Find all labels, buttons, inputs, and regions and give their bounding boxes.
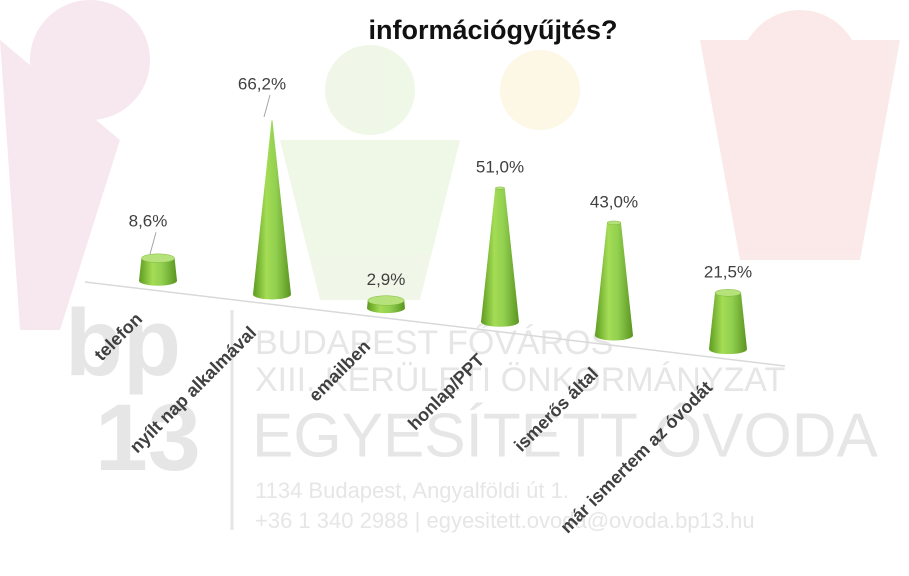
- cone-body: [709, 292, 747, 355]
- value-label: 2,9%: [367, 270, 406, 289]
- value-label: 21,5%: [704, 262, 752, 281]
- cone-top: [367, 295, 405, 306]
- watermark-text: +36 1 340 2988 | egyesitett.ovoda@ovoda.…: [255, 508, 755, 533]
- watermark: bp 13 BUDAPEST FŐVÁROS XIII. KERÜLETI ÖN…: [65, 290, 879, 533]
- chart-title: információgyűjtés?: [368, 15, 617, 45]
- watermark-text: BUDAPEST FŐVÁROS: [255, 324, 613, 362]
- cone: [367, 295, 405, 314]
- baseline: [84, 281, 786, 367]
- cone-body: [253, 120, 291, 300]
- cone-body: [481, 188, 519, 327]
- cone-top: [141, 253, 175, 263]
- value-label: 8,6%: [129, 212, 168, 231]
- leader-line: [149, 232, 157, 255]
- watermark-text: EGYESÍTETT ÓVODA: [252, 401, 879, 470]
- leader-line: [263, 94, 271, 118]
- cone-top: [606, 220, 622, 225]
- watermark-logo: bp: [65, 290, 181, 396]
- watermark-logo: 13: [95, 385, 201, 491]
- cone: [481, 186, 519, 327]
- cone: [709, 289, 747, 355]
- cone: [253, 120, 291, 300]
- watermark-text: 1134 Budapest, Angyalföldi út 1.: [255, 478, 569, 503]
- cone-top: [495, 186, 505, 190]
- cone-body: [139, 258, 177, 286]
- cone-body: [595, 222, 633, 341]
- value-label: 43,0%: [590, 192, 638, 211]
- value-label: 51,0%: [476, 158, 524, 177]
- background-figures: [0, 0, 900, 330]
- cone-top: [714, 289, 742, 297]
- value-label: 66,2%: [238, 74, 286, 93]
- cone: [595, 220, 633, 341]
- watermark-text: XIII. KERÜLETI ÖNKORMÁNYZAT: [255, 361, 785, 399]
- cone: [139, 253, 177, 286]
